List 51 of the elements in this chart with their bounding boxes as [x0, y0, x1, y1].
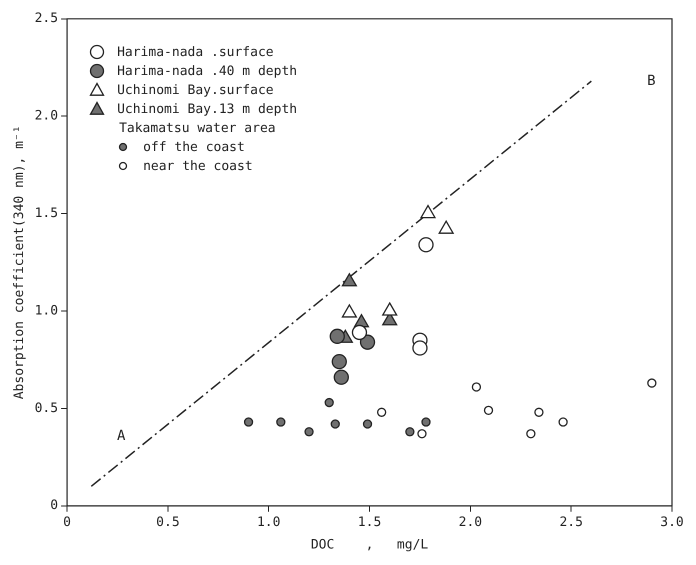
x-tick-label: 2.5	[559, 514, 583, 530]
annotation: B	[647, 72, 656, 89]
legend-label: off the coast	[143, 138, 245, 157]
y-axis-title: Absorption coefficient(340 nm), m⁻¹	[12, 125, 28, 400]
x-tick-label: 0	[63, 514, 71, 530]
point	[472, 382, 482, 392]
x-tick-label: 0.5	[156, 514, 180, 530]
point	[421, 417, 431, 427]
point	[360, 334, 376, 350]
point	[534, 408, 544, 417]
legend-title: Takamatsu water area	[118, 120, 277, 138]
point	[352, 324, 368, 340]
point	[362, 419, 372, 429]
point	[332, 354, 347, 370]
point	[484, 406, 494, 415]
y-tick-label: 1.5	[34, 206, 58, 221]
legend-label: near the coast	[143, 158, 253, 176]
point	[324, 398, 334, 408]
point	[526, 429, 536, 438]
point	[304, 427, 314, 436]
legend-label: Harima-nada .surface	[117, 44, 274, 62]
y-tick-label: 0	[50, 498, 58, 514]
legend-label: Uchinomi Bay.surface	[117, 82, 274, 100]
point	[342, 304, 357, 318]
point	[382, 302, 398, 316]
legend-label: Uchinomi Bay.13 m depth	[117, 100, 298, 119]
point	[420, 204, 436, 218]
point	[330, 419, 340, 429]
point	[376, 408, 386, 417]
x-tick-label: 2.0	[458, 514, 482, 530]
y-tick-label: 1.0	[34, 303, 58, 318]
point	[334, 370, 349, 385]
point	[558, 417, 568, 427]
x-tick-label: 1.0	[256, 514, 280, 530]
y-tick-label: 0.5	[34, 400, 58, 416]
point	[647, 378, 656, 388]
point	[405, 427, 415, 436]
x-axis-title: DOC , mg/L	[310, 538, 428, 553]
y-tick-label: 2.5	[34, 11, 58, 26]
point	[417, 429, 427, 438]
point	[438, 220, 454, 234]
point	[330, 328, 345, 344]
x-tick-label: 3.0	[660, 514, 684, 530]
legend-label: Harima-nada .40 m depth	[117, 62, 298, 81]
point	[244, 417, 254, 427]
point	[342, 273, 357, 286]
point	[276, 417, 286, 427]
annotation: A	[117, 428, 126, 444]
y-tick-label: 2.0	[34, 108, 58, 124]
x-tick-label: 1.5	[358, 514, 382, 530]
point	[412, 340, 428, 356]
